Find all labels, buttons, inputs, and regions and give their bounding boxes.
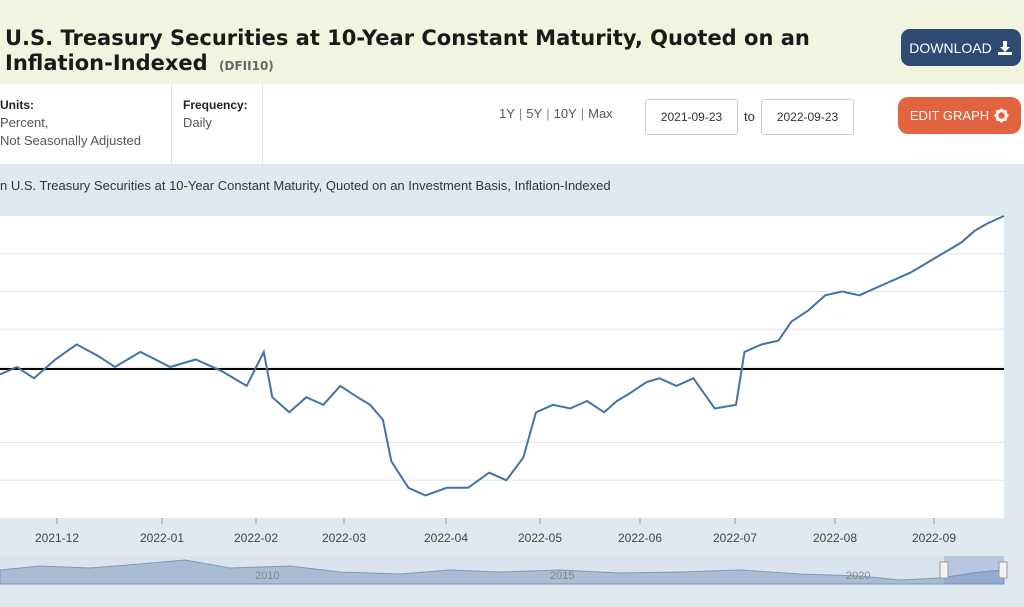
units-block: Units: Percent, Not Seasonally Adjusted bbox=[0, 96, 141, 150]
series-line bbox=[0, 215, 1005, 497]
x-tick-label: 2022-01 bbox=[140, 531, 184, 545]
x-tick-label: 2022-03 bbox=[322, 531, 366, 545]
x-tick-label: 2022-04 bbox=[424, 531, 468, 545]
meta-divider bbox=[171, 84, 172, 164]
navigator-right-handle bbox=[998, 561, 1008, 579]
x-tick-label: 2022-02 bbox=[234, 531, 278, 545]
series-meta: Units: Percent, Not Seasonally Adjusted … bbox=[0, 84, 1024, 164]
meta-divider bbox=[262, 84, 263, 164]
x-tick-label: 2022-07 bbox=[713, 531, 757, 545]
frequency-block: Frequency: Daily bbox=[183, 96, 248, 132]
chart-container: n U.S. Treasury Securities at 10-Year Co… bbox=[0, 164, 1024, 607]
start-date-input[interactable]: 2021-09-23 bbox=[645, 99, 738, 135]
date-to-label: to bbox=[744, 109, 755, 124]
units-value-2: Not Seasonally Adjusted bbox=[0, 133, 141, 148]
range-max[interactable]: Max bbox=[588, 106, 613, 121]
series-title: U.S. Treasury Securities at 10-Year Cons… bbox=[5, 26, 885, 79]
x-tick-label: 2022-09 bbox=[912, 531, 956, 545]
navigator-series bbox=[0, 559, 1005, 585]
range-5y[interactable]: 5Y bbox=[526, 106, 543, 121]
download-label: DOWNLOAD bbox=[909, 39, 992, 56]
line-chart[interactable]: 2021-12 2022-01 2022-02 2022-03 2022-04 2022-… bbox=[0, 164, 1024, 607]
x-tick-label: 2022-06 bbox=[618, 531, 662, 545]
navigator-left-handle bbox=[939, 561, 949, 579]
edit-graph-button[interactable]: EDIT GRAPH bbox=[898, 97, 1021, 134]
chart-title: n U.S. Treasury Securities at 10-Year Co… bbox=[0, 178, 611, 193]
range-10y[interactable]: 10Y bbox=[553, 106, 577, 121]
navigator-label-2015: 2015 bbox=[550, 570, 574, 582]
range-selector: 1Y | 5Y | 10Y | Max bbox=[499, 106, 613, 121]
units-label: Units: bbox=[0, 98, 34, 112]
x-tick-label: 2021-12 bbox=[35, 531, 79, 545]
gear-icon bbox=[994, 108, 1009, 123]
download-icon bbox=[997, 40, 1012, 55]
navigator[interactable]: 2010 2015 2020 bbox=[0, 556, 1008, 585]
frequency-label: Frequency: bbox=[183, 98, 248, 112]
navigator-label-2010: 2010 bbox=[255, 570, 279, 582]
end-date-input[interactable]: 2022-09-23 bbox=[761, 99, 854, 135]
units-value-1: Percent, bbox=[0, 115, 49, 130]
gridlines bbox=[0, 253, 1004, 481]
x-tick-label: 2022-05 bbox=[518, 531, 562, 545]
x-axis: 2021-12 2022-01 2022-02 2022-03 2022-04 2022-… bbox=[35, 518, 956, 545]
navigator-selected-range bbox=[944, 556, 1004, 584]
frequency-value: Daily bbox=[183, 115, 212, 130]
series-header: U.S. Treasury Securities at 10-Year Cons… bbox=[0, 0, 1024, 84]
x-tick-label: 2022-08 bbox=[813, 531, 857, 545]
navigator-label-2020: 2020 bbox=[846, 570, 870, 582]
series-id: (DFII10) bbox=[219, 59, 274, 73]
download-button[interactable]: DOWNLOAD bbox=[901, 29, 1021, 66]
range-1y[interactable]: 1Y bbox=[499, 106, 515, 121]
series-title-text: U.S. Treasury Securities at 10-Year Cons… bbox=[5, 26, 810, 75]
edit-graph-label: EDIT GRAPH bbox=[909, 108, 990, 123]
